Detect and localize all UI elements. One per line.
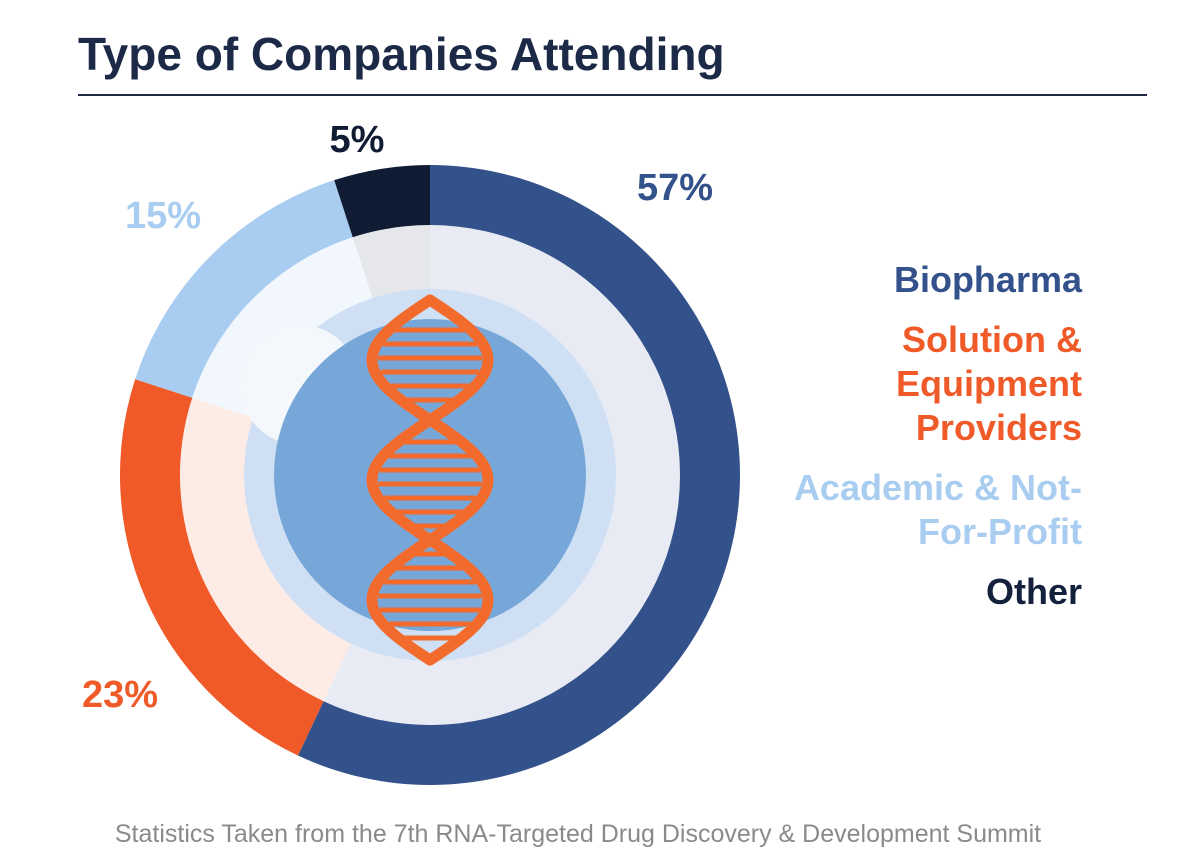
value-label: 15% [125,195,201,237]
value-label: 5% [330,119,385,161]
inner-circle [274,319,586,631]
legend-entry: Biopharma [893,259,1082,300]
donut-segment [298,165,740,785]
legend-entry: Academic & Not-For-Profit [793,467,1082,552]
donut-segment [334,165,430,238]
donut-segment [135,180,353,398]
source-note: Statistics Taken from the 7th RNA-Target… [115,820,1041,848]
dna-strand [366,294,494,666]
legend-entry: Other [985,571,1082,612]
chart-title: Type of Companies Attending [78,28,725,80]
legend-entry: Solution & Equipment Providers [896,319,1082,448]
value-label: 23% [82,674,158,716]
donut-segment [120,379,324,756]
dna-icon [366,294,494,666]
dna-strand [366,294,494,666]
legend: Biopharma Solution & Equipment Providers A… [790,258,1082,630]
value-label: 57% [637,167,713,209]
